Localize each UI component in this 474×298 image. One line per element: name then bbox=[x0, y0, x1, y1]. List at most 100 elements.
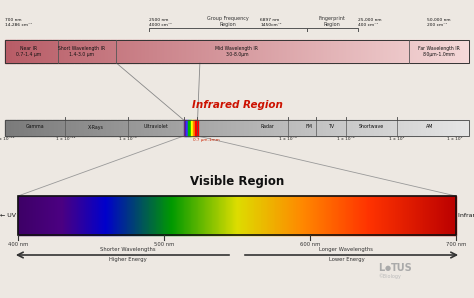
Bar bbox=[364, 196, 365, 235]
Bar bbox=[57, 120, 58, 136]
Bar bbox=[240, 120, 242, 136]
Bar bbox=[272, 40, 273, 63]
Bar bbox=[146, 120, 148, 136]
Bar bbox=[340, 120, 341, 136]
Bar bbox=[39, 196, 40, 235]
Text: Far Wavelength IR
8.0μm-1.0mm: Far Wavelength IR 8.0μm-1.0mm bbox=[418, 46, 460, 57]
Bar bbox=[389, 40, 390, 63]
Bar bbox=[373, 120, 374, 136]
Bar bbox=[76, 196, 77, 235]
Bar bbox=[286, 120, 287, 136]
Bar bbox=[223, 40, 224, 63]
Bar bbox=[383, 120, 384, 136]
Bar bbox=[200, 40, 201, 63]
Bar bbox=[452, 196, 453, 235]
Text: 700 nm
14,286 cm⁻¹: 700 nm 14,286 cm⁻¹ bbox=[5, 18, 32, 27]
Bar bbox=[377, 40, 379, 63]
Bar bbox=[204, 120, 206, 136]
Bar bbox=[294, 40, 295, 63]
Bar bbox=[155, 196, 156, 235]
Bar bbox=[421, 40, 423, 63]
Bar bbox=[185, 196, 186, 235]
Bar bbox=[329, 196, 330, 235]
Bar bbox=[220, 196, 221, 235]
Bar bbox=[247, 196, 248, 235]
Bar bbox=[316, 196, 317, 235]
Bar bbox=[48, 40, 49, 63]
Bar bbox=[181, 196, 182, 235]
Text: Visible Region: Visible Region bbox=[190, 175, 284, 187]
Bar bbox=[460, 120, 461, 136]
Bar bbox=[65, 40, 66, 63]
Bar bbox=[442, 120, 444, 136]
Bar bbox=[72, 196, 73, 235]
Bar bbox=[280, 40, 281, 63]
Bar bbox=[179, 196, 180, 235]
Bar bbox=[33, 196, 34, 235]
Bar bbox=[406, 120, 408, 136]
Bar bbox=[294, 196, 295, 235]
Bar bbox=[116, 120, 118, 136]
Bar bbox=[435, 196, 436, 235]
Bar bbox=[153, 196, 154, 235]
Bar bbox=[278, 40, 279, 63]
Bar bbox=[403, 120, 404, 136]
Bar bbox=[300, 196, 301, 235]
Bar bbox=[468, 120, 469, 136]
Bar bbox=[431, 120, 432, 136]
Bar bbox=[421, 120, 423, 136]
Bar bbox=[33, 120, 34, 136]
Bar bbox=[140, 196, 141, 235]
Bar bbox=[66, 196, 67, 235]
Bar bbox=[190, 40, 191, 63]
Bar bbox=[109, 196, 110, 235]
Bar bbox=[35, 120, 36, 136]
Bar bbox=[261, 196, 262, 235]
Text: Near IR
0.7-1.4 μm: Near IR 0.7-1.4 μm bbox=[16, 46, 41, 57]
Bar bbox=[121, 120, 122, 136]
Bar bbox=[362, 40, 364, 63]
Bar bbox=[172, 40, 173, 63]
Bar bbox=[45, 120, 46, 136]
Bar bbox=[17, 120, 18, 136]
Bar bbox=[460, 40, 461, 63]
Bar bbox=[91, 196, 92, 235]
Bar bbox=[248, 120, 250, 136]
Bar bbox=[326, 120, 328, 136]
Bar bbox=[305, 40, 307, 63]
Bar bbox=[206, 40, 207, 63]
Bar bbox=[348, 120, 349, 136]
Bar bbox=[323, 120, 324, 136]
Bar bbox=[206, 196, 207, 235]
Bar bbox=[197, 196, 198, 235]
Bar bbox=[49, 40, 50, 63]
Bar bbox=[211, 40, 213, 63]
Bar bbox=[418, 40, 419, 63]
Bar bbox=[127, 120, 128, 136]
Bar bbox=[138, 40, 139, 63]
Bar bbox=[98, 120, 99, 136]
Bar bbox=[271, 196, 272, 235]
Bar bbox=[35, 40, 36, 63]
Bar bbox=[371, 196, 372, 235]
Bar bbox=[454, 120, 455, 136]
Bar bbox=[412, 40, 413, 63]
Bar bbox=[351, 40, 352, 63]
Bar bbox=[374, 40, 375, 63]
Bar bbox=[319, 196, 320, 235]
Bar bbox=[348, 40, 349, 63]
Bar bbox=[360, 120, 361, 136]
Bar bbox=[175, 120, 177, 136]
Bar bbox=[36, 40, 37, 63]
Text: 400 nm: 400 nm bbox=[8, 242, 28, 247]
Bar bbox=[35, 196, 36, 235]
Bar bbox=[309, 196, 310, 235]
Bar bbox=[162, 196, 163, 235]
Bar bbox=[326, 40, 328, 63]
Bar bbox=[255, 40, 257, 63]
Bar bbox=[253, 120, 255, 136]
Bar bbox=[456, 40, 457, 63]
Bar bbox=[174, 120, 175, 136]
Bar bbox=[370, 196, 371, 235]
Bar bbox=[27, 40, 28, 63]
